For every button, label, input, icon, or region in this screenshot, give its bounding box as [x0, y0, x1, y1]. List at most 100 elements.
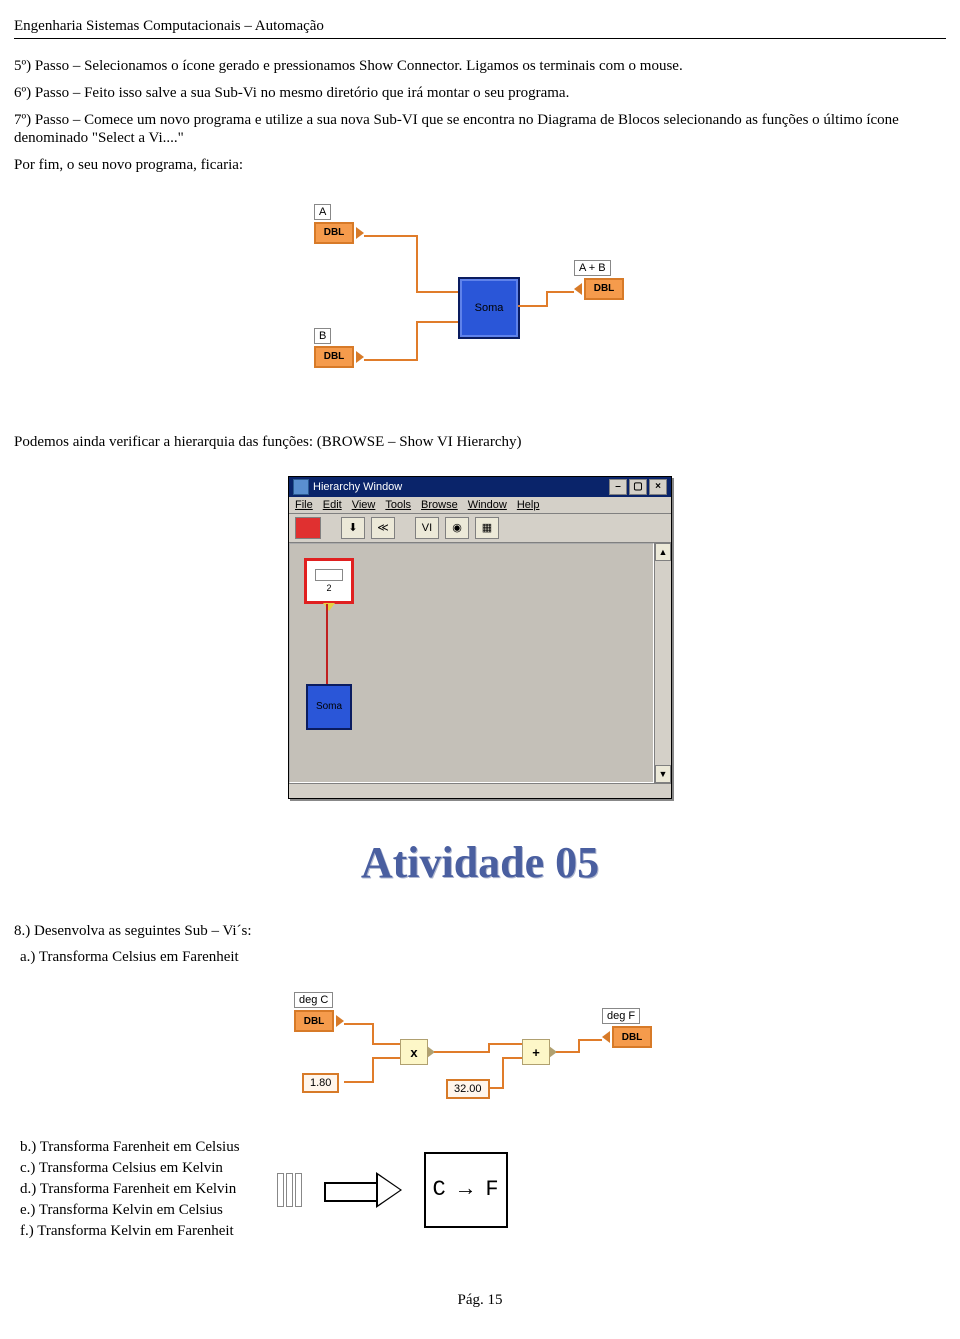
indicator-ab-type: DBL [584, 278, 624, 300]
hierarchy-connection [326, 604, 328, 684]
control-b-type: DBL [314, 346, 354, 368]
connector-pane-icon [276, 1173, 304, 1207]
step-8: Podemos ainda verificar a hierarquia das… [14, 433, 946, 452]
maximize-button[interactable]: ▢ [629, 479, 647, 495]
wire [372, 1023, 374, 1045]
tree-down-icon[interactable]: ⬇ [341, 517, 365, 539]
exercise-8f: f.) Transforma Kelvin em Farenheit [20, 1223, 240, 1240]
menu-help[interactable]: Help [517, 499, 540, 511]
status-bar [289, 783, 671, 798]
add-node-icon: + [522, 1039, 550, 1065]
celsius-farenheit-diagram: deg C DBL 1.80 x 32.00 + deg F DBL [290, 991, 670, 1111]
wire [416, 321, 458, 323]
control-degc-label: deg C [294, 992, 333, 1008]
indicator-degf-label: deg F [602, 1008, 640, 1024]
exercise-8d: d.) Transforma Farenheit em Kelvin [20, 1181, 240, 1198]
hierarchy-menubar: File Edit View Tools Browse Window Help [289, 497, 671, 514]
minimize-button[interactable]: – [609, 479, 627, 495]
wire [502, 1057, 504, 1089]
layout-icon[interactable] [295, 517, 321, 539]
wire [546, 291, 574, 293]
exercise-8-heading: 8.) Desenvolva as seguintes Sub – Vi´s: [14, 922, 946, 941]
hierarchy-canvas: 2 Soma ▲ ▼ [289, 543, 671, 783]
multiply-node-icon: x [400, 1039, 428, 1065]
step-6: 6º) Passo – Feito isso salve a sua Sub-V… [14, 84, 946, 103]
tree-right-icon[interactable]: ≪ [371, 517, 395, 539]
step-7b: Por fim, o seu novo programa, ficaria: [14, 156, 946, 175]
hierarchy-window: Hierarchy Window – ▢ × File Edit View To… [288, 476, 672, 799]
hierarchy-child-vi[interactable]: Soma [306, 684, 352, 730]
control-degc: deg C DBL [294, 991, 348, 1032]
terminal-arrow-icon [356, 351, 364, 363]
menu-view[interactable]: View [352, 499, 376, 511]
control-degc-type: DBL [294, 1010, 334, 1032]
wire [344, 1023, 374, 1025]
wire [434, 1051, 490, 1053]
exercise-8a: a.) Transforma Celsius em Farenheit [20, 948, 946, 967]
wire [578, 1039, 580, 1053]
control-a: A DBL [314, 203, 368, 244]
control-b: B DBL [314, 327, 368, 368]
scrollbar[interactable]: ▲ ▼ [654, 543, 671, 783]
hierarchy-title-text: Hierarchy Window [313, 481, 402, 493]
menu-tools[interactable]: Tools [385, 499, 411, 511]
page-header: Engenharia Sistemas Computacionais – Aut… [14, 18, 946, 39]
indicator-degf: deg F DBL [602, 1007, 656, 1048]
wire [364, 235, 418, 237]
wire [372, 1043, 400, 1045]
indicator-degf-type: DBL [612, 1026, 652, 1048]
wire [416, 291, 458, 293]
exercise-8b: b.) Transforma Farenheit em Celsius [20, 1139, 240, 1156]
vi-icon[interactable]: VI [415, 517, 439, 539]
wire [556, 1051, 580, 1053]
cf-vi-icon: C → F [424, 1152, 508, 1228]
exercise-8c: c.) Transforma Celsius em Kelvin [20, 1160, 240, 1177]
wire [372, 1057, 400, 1059]
hierarchy-titlebar: Hierarchy Window – ▢ × [289, 477, 671, 497]
arrow-icon [324, 1172, 404, 1208]
hierarchy-root-vi[interactable]: 2 [304, 558, 354, 604]
menu-browse[interactable]: Browse [421, 499, 458, 511]
constant-32: 32.00 [446, 1079, 490, 1099]
exercise-list: b.) Transforma Farenheit em Celsius c.) … [14, 1135, 240, 1244]
indicator-ab-label: A + B [574, 260, 611, 276]
soma-block-diagram: A DBL B DBL Soma A + B DBL [310, 199, 650, 409]
terminal-arrow-icon [336, 1015, 344, 1027]
expand-icon[interactable] [323, 603, 335, 611]
system-menu-icon[interactable] [293, 479, 309, 495]
wire [578, 1039, 602, 1041]
subvi-soma: Soma [458, 277, 520, 339]
wire [364, 359, 418, 361]
step-5: 5º) Passo – Selecionamos o ícone gerado … [14, 57, 946, 76]
menu-window[interactable]: Window [468, 499, 507, 511]
hierarchy-toolbar: ⬇ ≪ VI ◉ ▦ [289, 514, 671, 543]
constant-180: 1.80 [302, 1073, 339, 1093]
indicator-ab: A + B DBL [574, 259, 628, 300]
scroll-up-icon[interactable]: ▲ [655, 543, 671, 561]
hierarchy-root-label: 2 [326, 583, 331, 593]
step-7: 7º) Passo – Comece um novo programa e ut… [14, 111, 946, 149]
wire [502, 1057, 522, 1059]
stats-icon[interactable]: ▦ [475, 517, 499, 539]
wire [518, 305, 548, 307]
globe-icon[interactable]: ◉ [445, 517, 469, 539]
menu-file[interactable]: File [295, 499, 313, 511]
wire [344, 1081, 374, 1083]
scroll-down-icon[interactable]: ▼ [655, 765, 671, 783]
close-button[interactable]: × [649, 479, 667, 495]
wire [546, 291, 548, 307]
control-a-type: DBL [314, 222, 354, 244]
wire [416, 235, 418, 293]
menu-edit[interactable]: Edit [323, 499, 342, 511]
control-a-label: A [314, 204, 331, 220]
cf-icon-row: C → F [276, 1152, 508, 1228]
wire [372, 1057, 374, 1083]
page-footer: Pág. 15 [14, 1292, 946, 1309]
terminal-arrow-icon [574, 283, 582, 295]
exercise-8e: e.) Transforma Kelvin em Celsius [20, 1202, 240, 1219]
terminal-arrow-icon [356, 227, 364, 239]
wire [488, 1043, 522, 1045]
activity-title: Atividade 05 [14, 837, 946, 888]
wire [416, 321, 418, 361]
terminal-arrow-icon [602, 1031, 610, 1043]
